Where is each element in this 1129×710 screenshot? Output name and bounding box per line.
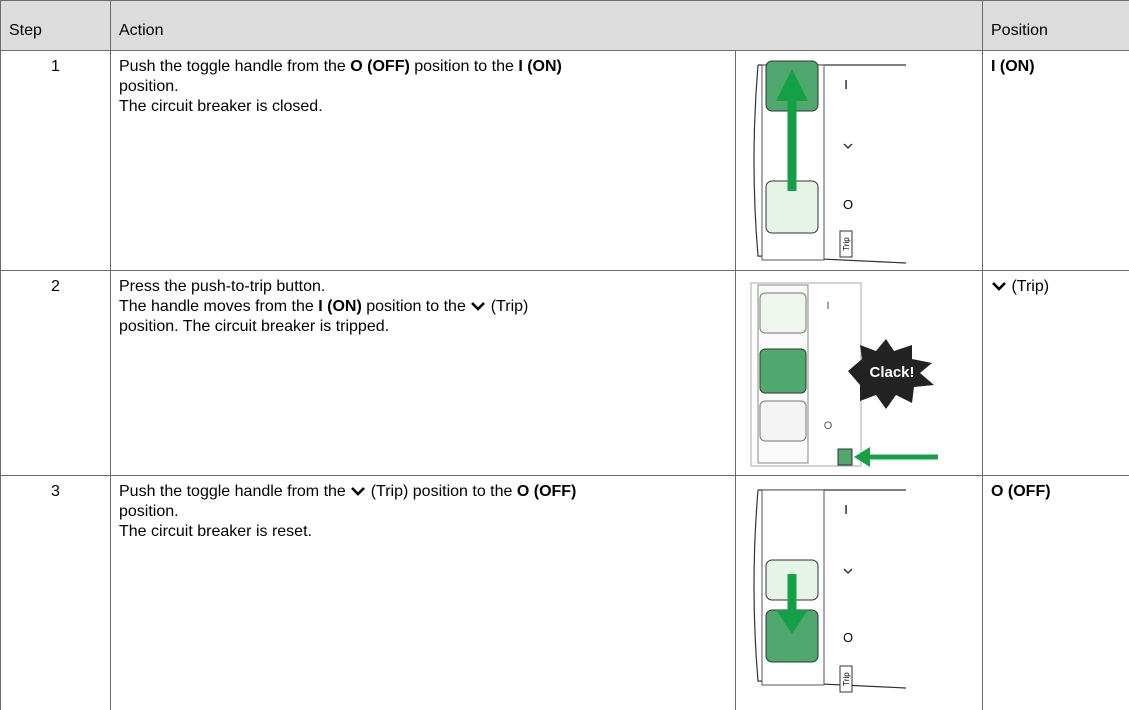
breaker-image: I O Clack! (750, 282, 938, 467)
text: position. The circuit breaker is tripped… (119, 318, 390, 335)
action-line: position. The circuit breaker is tripped… (119, 317, 727, 337)
chevron-icon (992, 282, 1006, 291)
step-cell: 2 (0, 270, 110, 475)
text: position to the (409, 58, 519, 75)
header-cell: Step (0, 0, 110, 50)
action-line: position. (119, 77, 727, 97)
image-cell (735, 475, 982, 710)
action-line: Press the push-to-trip button. (119, 277, 727, 297)
action-line: The handle moves from the I (ON) positio… (119, 297, 727, 317)
bold-text: I (ON) (991, 58, 1035, 75)
trip-label: Trip (842, 672, 851, 686)
on-mark: I (826, 300, 829, 312)
action-line: position. (119, 502, 727, 522)
breaker-image: I O Trip (753, 60, 907, 264)
action-line: The circuit breaker is closed. (119, 97, 727, 117)
text: position. (119, 503, 179, 520)
text: Press the push-to-trip button. (119, 278, 326, 295)
action-cell: Push the toggle handle from the (Trip) p… (110, 475, 735, 710)
text: (Trip) (486, 298, 529, 315)
on-mark: I (844, 502, 848, 517)
text: (Trip) position to the (366, 483, 517, 500)
text: (Trip) (1007, 278, 1050, 295)
chevron-icon (471, 302, 486, 311)
text: The circuit breaker is closed. (119, 98, 323, 115)
bold-text: O (OFF) (516, 483, 577, 500)
image-cell (735, 270, 982, 475)
header-cell: Action (110, 0, 982, 50)
bold-text: O (OFF) (350, 58, 410, 75)
bold-text: I (ON) (318, 298, 362, 315)
chevron-icon (351, 487, 366, 496)
text: position. (119, 78, 179, 95)
action-cell: Press the push-to-trip button. The handle… (110, 270, 735, 475)
off-mark: O (843, 630, 853, 645)
action-line: Push the toggle handle from the O (OFF) … (119, 57, 727, 77)
step-cell: 3 (0, 475, 110, 710)
action-line: The circuit breaker is reset. (119, 522, 727, 542)
sound-label: Clack! (869, 364, 914, 381)
text: position to the (361, 298, 471, 315)
bold-text: I (ON) (518, 58, 562, 75)
text: The handle moves from the (119, 298, 319, 315)
position-cell: O (OFF) (982, 475, 1129, 710)
action-cell: Push the toggle handle from the O (OFF) … (110, 50, 735, 270)
header-cell: Position (982, 0, 1129, 50)
on-mark: I (844, 77, 848, 92)
step-cell: 1 (0, 50, 110, 270)
image-cell (735, 50, 982, 270)
off-mark: O (824, 420, 833, 432)
breaker-image: I O Trip (753, 489, 907, 693)
off-mark: O (843, 197, 853, 212)
text: Push the toggle handle from the (119, 483, 351, 500)
text: Push the toggle handle from the (119, 58, 351, 75)
action-line: Push the toggle handle from the (Trip) p… (119, 482, 727, 502)
text: The circuit breaker is reset. (119, 523, 312, 540)
trip-label: Trip (842, 237, 851, 251)
position-cell: (Trip) (982, 270, 1129, 475)
position-cell: I (ON) (982, 50, 1129, 270)
bold-text: O (OFF) (991, 483, 1051, 500)
